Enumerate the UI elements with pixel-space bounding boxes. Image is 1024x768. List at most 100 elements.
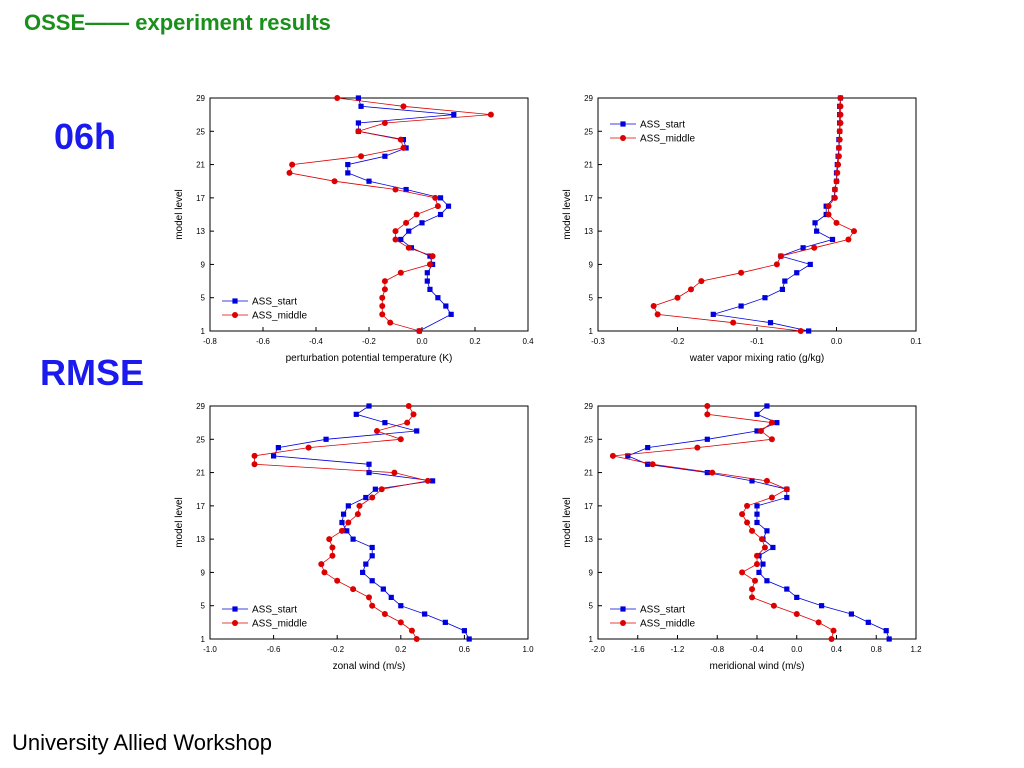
y-tick-label: 9: [201, 568, 206, 577]
data-point-circle: [777, 253, 784, 260]
y-tick-label: 1: [589, 327, 594, 336]
data-point-circle: [400, 103, 407, 110]
data-point-square: [704, 469, 710, 476]
data-point-circle: [704, 411, 711, 418]
data-point-circle: [770, 602, 777, 609]
data-point-square: [829, 236, 836, 243]
data-point-square: [398, 236, 404, 243]
x-tick-label: 0.2: [395, 645, 407, 654]
data-point-circle: [381, 278, 388, 285]
data-point-square: [398, 603, 404, 609]
y-axis-label: model level: [562, 189, 573, 240]
data-point-circle: [768, 436, 775, 443]
data-point-square: [806, 328, 812, 334]
data-point-circle: [397, 436, 404, 443]
data-point-square: [358, 103, 364, 109]
y-tick-label: 13: [584, 535, 593, 544]
data-point-square: [437, 211, 444, 218]
data-point-circle: [835, 153, 842, 160]
data-point-circle: [378, 486, 385, 493]
data-point-square: [767, 320, 774, 326]
data-point-circle: [768, 419, 775, 426]
data-point-circle: [413, 636, 420, 642]
data-point-circle: [674, 294, 681, 301]
data-point-circle: [289, 161, 296, 168]
data-point-square: [372, 486, 378, 492]
time-label: 06h: [54, 116, 117, 157]
data-point-circle: [381, 286, 388, 293]
data-point-circle: [429, 253, 436, 260]
data-point-circle: [373, 427, 380, 434]
data-point-circle: [387, 319, 394, 326]
data-point-circle: [251, 461, 258, 468]
x-tick-label: 1.0: [522, 645, 534, 654]
data-point-square: [424, 270, 430, 276]
y-axis-label: model level: [562, 497, 573, 548]
data-point-square: [754, 411, 760, 417]
data-point-square: [883, 628, 889, 634]
data-point-circle: [391, 469, 398, 476]
data-point-circle: [739, 511, 746, 518]
data-point-circle: [356, 502, 363, 509]
y-axis-label: model level: [174, 497, 185, 548]
data-point-square: [779, 286, 786, 292]
legend-label: ASS_start: [252, 605, 297, 616]
y-tick-label: 21: [584, 161, 593, 170]
data-point-square: [466, 636, 472, 642]
x-tick-label: -0.2: [362, 337, 376, 346]
y-tick-label: 17: [584, 502, 593, 511]
data-point-circle: [749, 586, 756, 593]
data-point-circle: [833, 219, 840, 226]
data-point-circle: [329, 544, 336, 551]
data-point-circle: [835, 161, 842, 168]
data-point-circle: [381, 119, 388, 126]
y-tick-label: 21: [584, 469, 593, 478]
data-point-square: [738, 303, 744, 309]
data-point-circle: [649, 461, 656, 468]
data-point-square: [865, 619, 871, 625]
legend-marker: [232, 298, 238, 304]
data-point-square: [366, 461, 372, 467]
data-point-square: [754, 428, 760, 434]
data-point-square: [275, 445, 281, 451]
data-point-circle: [392, 236, 399, 243]
data-point-circle: [761, 544, 768, 551]
legend-marker: [620, 620, 626, 626]
data-point-circle: [405, 244, 412, 251]
x-tick-label: -0.4: [309, 337, 323, 346]
chart-meridional-wind: -2.0 -1.6 -1.2 -0.8 -0.4 0.0 0.4 0.8 1.2 1 5 9 13 17 2…: [562, 402, 922, 672]
data-point-circle: [334, 95, 341, 101]
data-point-circle: [355, 128, 362, 135]
data-point-square: [403, 186, 409, 193]
data-point-circle: [404, 419, 411, 426]
data-point-circle: [397, 619, 404, 626]
x-axis-label: meridional wind (m/s): [709, 661, 804, 672]
data-point-circle: [397, 136, 404, 143]
x-axis-label: water vapor mixing ratio (g/kg): [689, 353, 825, 364]
data-point-square: [382, 153, 388, 159]
data-point-square: [645, 461, 651, 467]
y-tick-label: 9: [589, 568, 594, 577]
y-tick-label: 13: [196, 227, 205, 236]
data-point-square: [794, 270, 800, 276]
x-tick-label: 1.2: [910, 645, 922, 654]
data-point-square: [344, 528, 350, 534]
legend-marker: [232, 606, 238, 612]
data-point-square: [350, 536, 356, 542]
x-tick-label: 0.8: [871, 645, 883, 654]
data-point-circle: [835, 144, 842, 151]
x-tick-label: 0.1: [910, 337, 922, 346]
data-point-square: [424, 278, 430, 284]
y-tick-label: 17: [584, 194, 593, 203]
x-tick-label: -2.0: [591, 645, 605, 654]
data-point-circle: [650, 303, 657, 310]
data-point-circle: [251, 452, 258, 459]
y-tick-label: 9: [201, 260, 206, 269]
data-point-circle: [831, 194, 838, 201]
data-point-circle: [837, 95, 844, 101]
chart-zonal-wind: -1.0 -0.6 -0.2 0.2 0.6 1.0 1 5 9 13 17 21 25 29 zonal …: [174, 402, 534, 672]
data-point-circle: [318, 561, 325, 568]
y-tick-label: 1: [201, 327, 206, 336]
data-point-circle: [345, 519, 352, 526]
y-tick-label: 13: [584, 227, 593, 236]
